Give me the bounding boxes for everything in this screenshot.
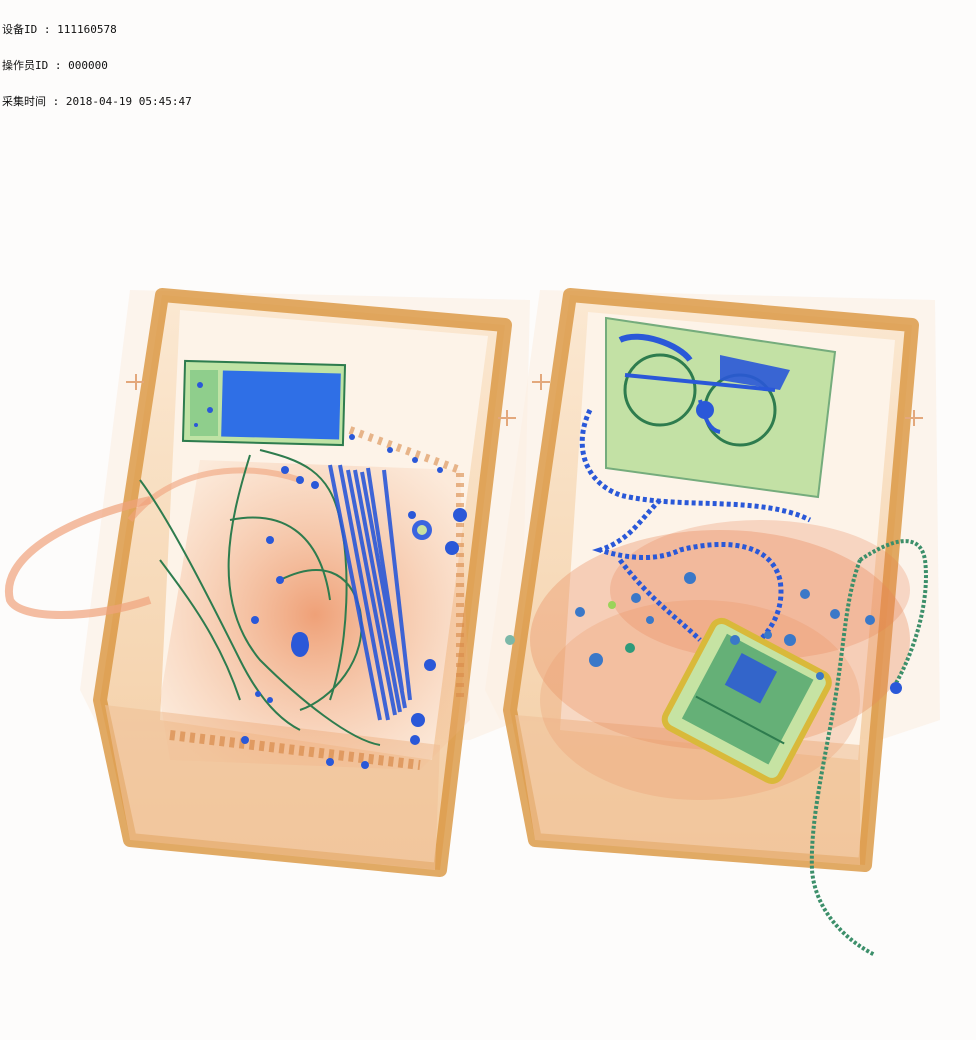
left-bag — [4, 426, 470, 770]
tray-markers — [126, 374, 923, 426]
right-chain — [579, 408, 812, 642]
operator-id-text: 操作员ID : 000000 — [2, 59, 108, 72]
left-studs — [241, 434, 467, 769]
left-bag-zipper — [169, 730, 421, 770]
right-studs — [505, 572, 875, 680]
capture-time-text: 采集时间 : 2018-04-19 05:45:47 — [2, 95, 192, 108]
earbud — [890, 682, 902, 694]
left-device — [181, 359, 347, 447]
right-pouch — [605, 316, 837, 499]
scan-info-overlay: 设备ID : 111160578 操作员ID : 000000 采集时间 : 2… — [2, 0, 192, 120]
right-phone — [661, 617, 832, 784]
left-rods — [328, 464, 412, 721]
left-bag-handle — [4, 496, 152, 619]
left-bag-zipper-side — [348, 426, 464, 700]
device-id-text: 设备ID : 111160578 — [2, 23, 117, 36]
right-cable — [809, 539, 928, 957]
